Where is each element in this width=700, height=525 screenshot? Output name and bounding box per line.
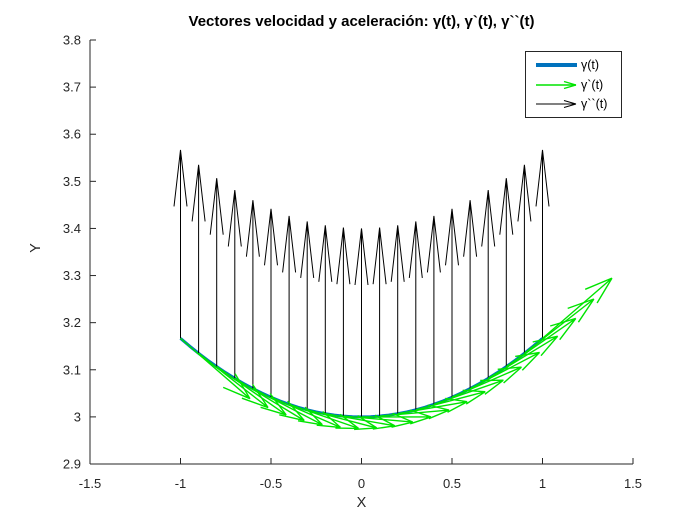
y-tick-label: 2.9 (63, 457, 81, 472)
legend-label-velocity: γ`(t) (581, 77, 604, 92)
acceleration-vector (499, 178, 514, 367)
velocity-vector (542, 277, 613, 339)
acceleration-vector (264, 208, 278, 398)
acceleration-vector (517, 164, 532, 354)
legend-label-curve: γ(t) (581, 57, 600, 72)
acceleration-vector (300, 221, 315, 410)
y-tick-label: 3.7 (63, 80, 81, 95)
acceleration-vector (463, 200, 478, 389)
acceleration-vector (390, 225, 405, 414)
acceleration-vector (372, 227, 387, 417)
velocity-vector (523, 298, 595, 354)
legend-entry-acceleration: γ``(t) (533, 94, 621, 114)
chart-title: Vectores velocidad y aceleración: γ(t), … (188, 13, 535, 30)
acceleration-vector (245, 200, 260, 389)
legend-entry-velocity: γ`(t) (533, 75, 621, 95)
velocity-vector (469, 351, 541, 390)
acceleration-vector (209, 178, 224, 367)
y-tick-label: 3.1 (63, 362, 81, 377)
legend-entry-curve: γ(t) (533, 55, 621, 75)
x-axis-label: X (356, 495, 367, 511)
x-tick-label: 1 (539, 476, 546, 491)
acceleration-vector (318, 225, 333, 414)
acceleration-vector (408, 221, 423, 410)
legend-label-acceleration: γ``(t) (581, 97, 608, 112)
y-tick-label: 3.6 (63, 127, 81, 142)
acceleration-vector (173, 149, 188, 339)
y-axis-label: Y (27, 243, 44, 253)
velocity-vector (487, 335, 559, 379)
y-tick-label: 3.5 (63, 174, 81, 189)
legend-acceleration-arrow-sample (536, 100, 577, 109)
y-tick-label: 3.4 (63, 221, 81, 236)
x-tick-label: 0.5 (443, 476, 461, 491)
x-tick-label: -1.5 (79, 476, 101, 491)
velocity-vector (252, 387, 323, 426)
legend: γ(t) γ`(t) γ``(t) (525, 51, 622, 118)
acceleration-vector (426, 215, 441, 405)
acceleration-vector (227, 189, 242, 379)
x-tick-label: 0 (358, 476, 365, 491)
velocity-vector (415, 389, 486, 411)
velocity-vector (180, 337, 251, 400)
velocity-vector (433, 379, 504, 405)
y-tick-label: 3.2 (63, 315, 81, 330)
velocity-vector (505, 317, 577, 368)
acceleration-vector (535, 149, 550, 339)
acceleration-vector (336, 227, 351, 417)
y-tick-label: 3.8 (63, 33, 81, 48)
velocity-vector (198, 352, 269, 409)
x-tick-label: -0.5 (260, 476, 282, 491)
y-tick-label: 3 (74, 409, 81, 424)
acceleration-vector (282, 215, 297, 405)
y-tick-label: 3.3 (63, 268, 81, 283)
acceleration-vector (481, 189, 496, 379)
legend-velocity-arrow-sample (536, 80, 577, 89)
acceleration-vector (445, 208, 459, 398)
legend-curve-line-sample (536, 62, 577, 67)
x-tick-label: 1.5 (624, 476, 642, 491)
acceleration-vector (354, 228, 369, 417)
velocity-vector (216, 366, 287, 416)
acceleration-vector (191, 164, 206, 354)
x-tick-label: -1 (175, 476, 187, 491)
